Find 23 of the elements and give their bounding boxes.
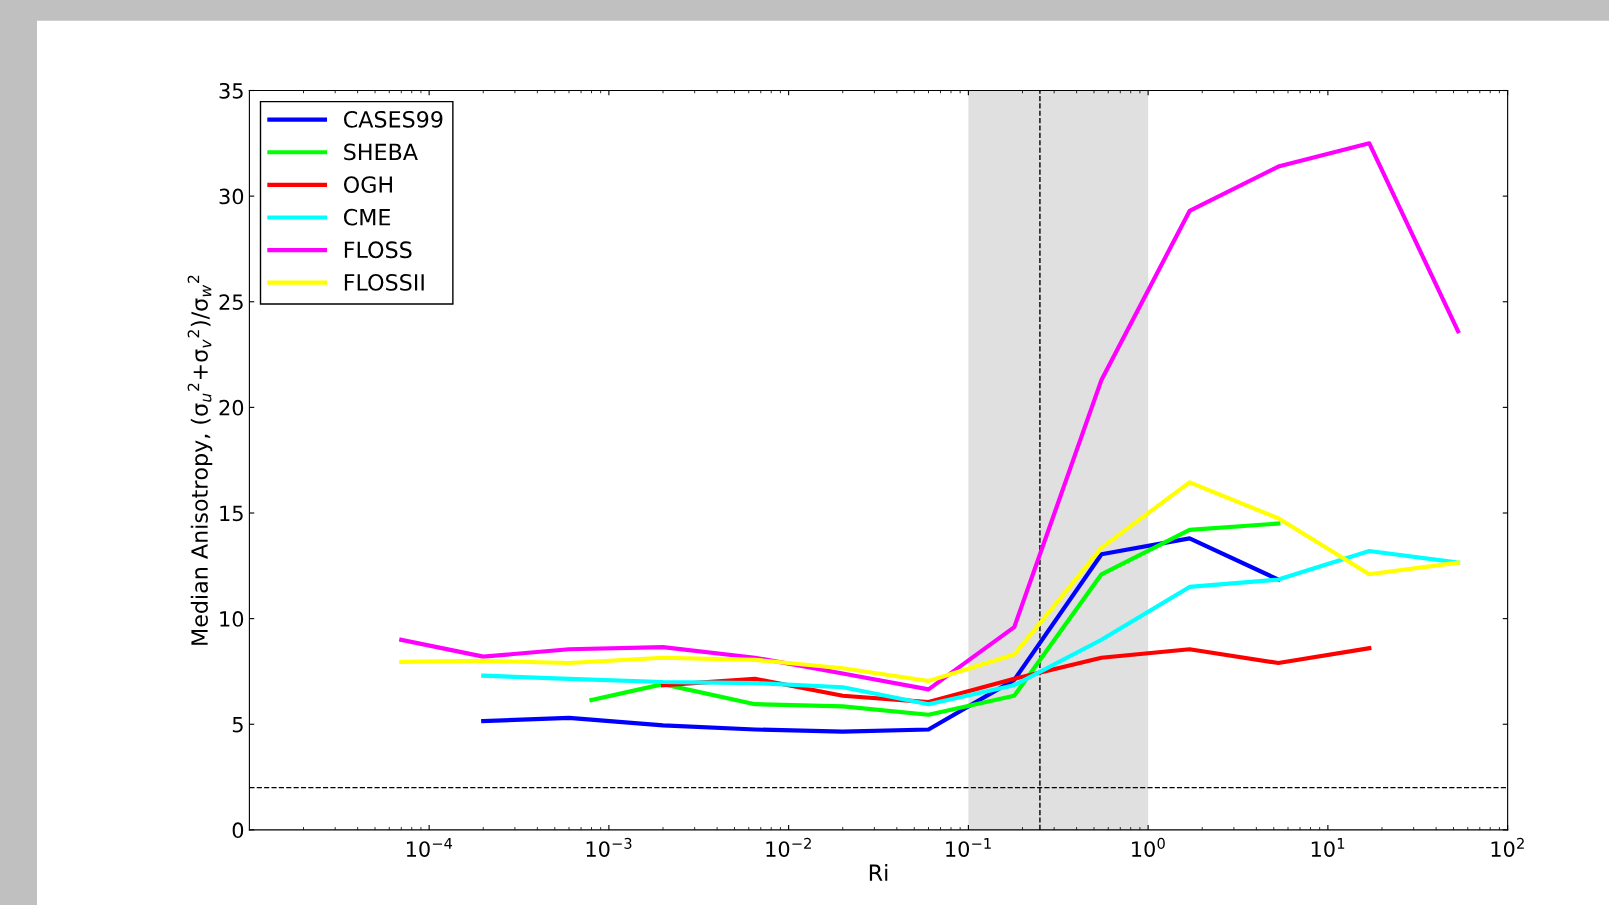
y-tick-label: 5 (232, 716, 243, 733)
text: Median Anisotropy, (σ$_{u}$$^{2}$+σ$_{v}$$^{2}$)/σ$_{w}$$^{2}$ (187, 275, 213, 645)
y-tick-label: 0 (232, 822, 244, 839)
legend-label: CASES99 (343, 110, 443, 128)
x-tick-label: 10$^{−2}$ (766, 837, 811, 857)
legend-label: SHEBA (344, 143, 418, 161)
x-tick-label: 10$^{1}$ (1311, 838, 1345, 857)
legend-label: FLOSS (344, 241, 412, 259)
y-tick-label: 25 (219, 294, 243, 310)
x-tick-label: 10$^{2}$ (1491, 837, 1524, 857)
y-tick-label: 10 (220, 611, 244, 627)
y-tick-label: 15 (220, 505, 243, 522)
y-tick-label: 20 (219, 399, 244, 416)
y-tick-label: 30 (219, 188, 244, 205)
x-tick-label: 10$^{0}$ (1132, 837, 1165, 857)
legend-label: OGH (343, 176, 392, 193)
x-axis-title: Ri (869, 863, 888, 881)
legend-label: FLOSSII (344, 273, 424, 291)
x-tick-label: 10$^{−1}$ (946, 838, 991, 857)
x-tick-label: 10$^{−3}$ (586, 837, 632, 857)
legend-label: CME (343, 208, 391, 226)
x-tick-label: 10$^{−4}$ (406, 838, 453, 857)
y-tick-label: 35 (219, 82, 243, 99)
